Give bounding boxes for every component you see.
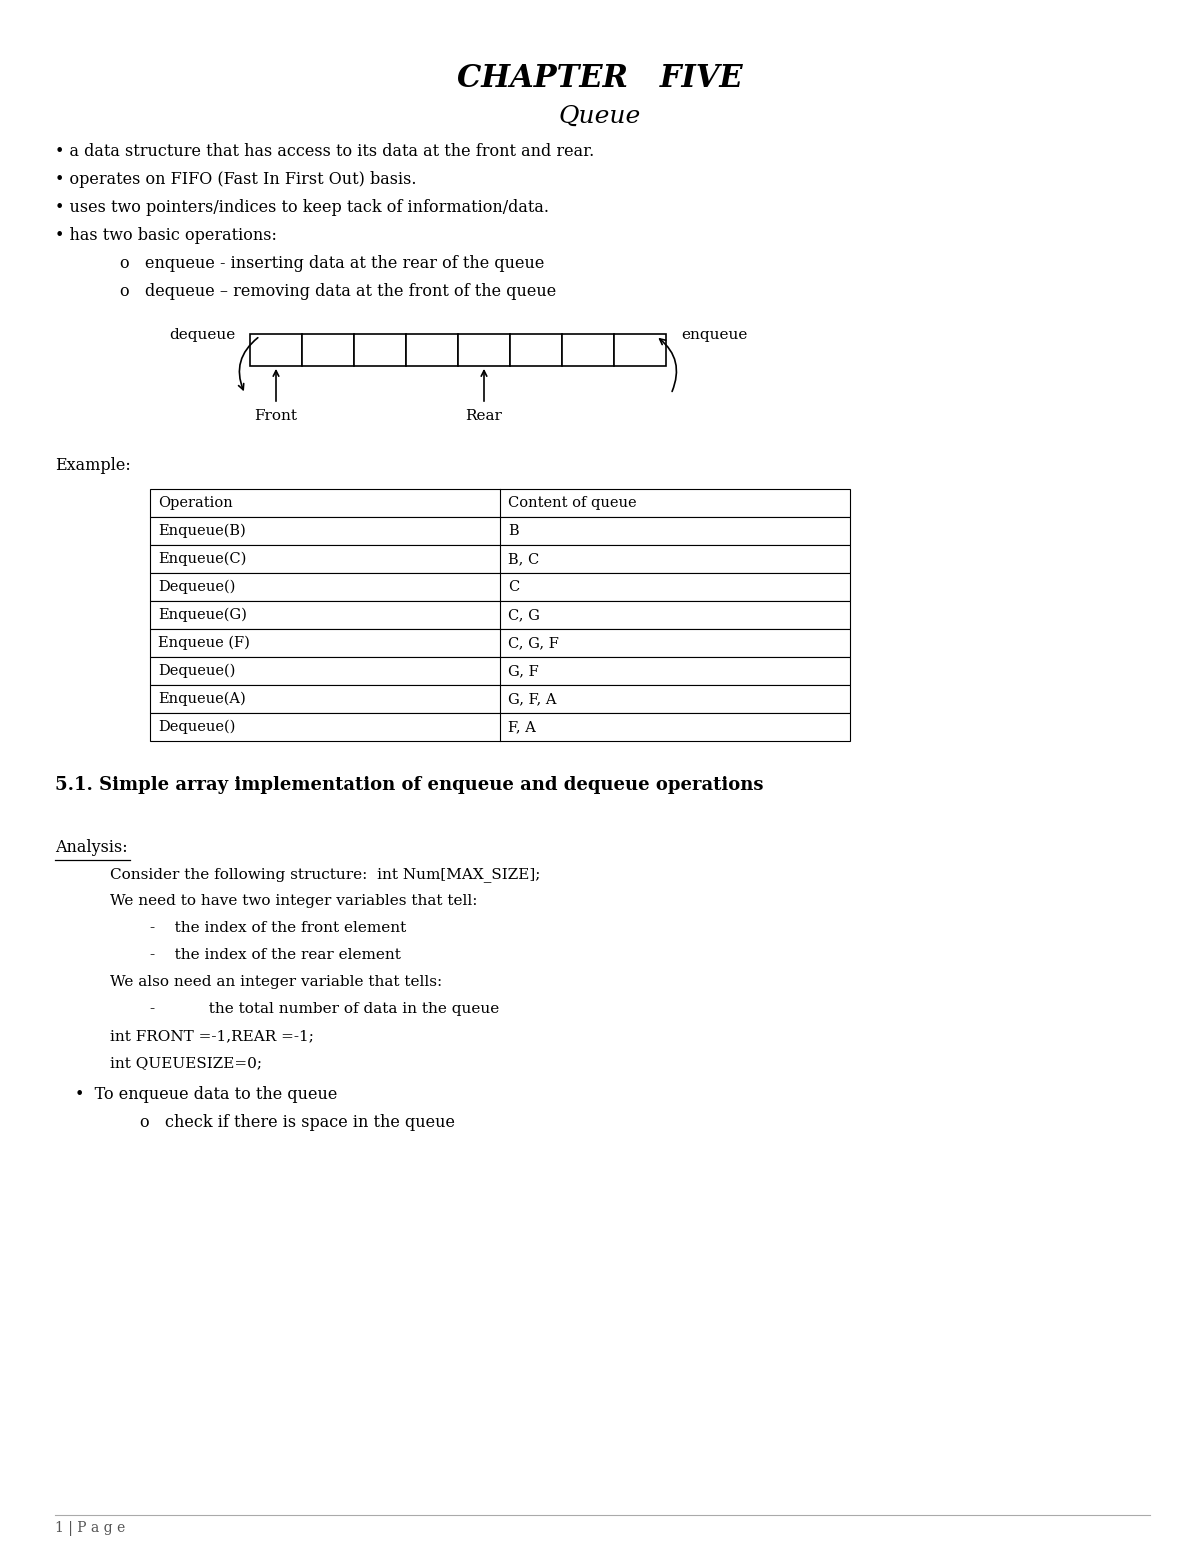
Text: Analysis:: Analysis: — [55, 839, 127, 856]
Text: • has two basic operations:: • has two basic operations: — [55, 227, 277, 244]
Text: 1 | P a g e: 1 | P a g e — [55, 1520, 125, 1536]
Text: -           the total number of data in the queue: - the total number of data in the queue — [150, 1002, 499, 1016]
Text: Enqueue(G): Enqueue(G) — [158, 607, 247, 623]
Text: CHAPTER   FIVE: CHAPTER FIVE — [457, 64, 743, 95]
Bar — [562, 334, 614, 367]
Bar — [150, 489, 850, 517]
Text: Consider the following structure:  int Num[MAX_SIZE];: Consider the following structure: int Nu… — [110, 867, 540, 882]
Text: Enqueue(C): Enqueue(C) — [158, 551, 246, 567]
Bar — [614, 334, 666, 367]
Bar — [354, 334, 406, 367]
Text: Enqueue(B): Enqueue(B) — [158, 523, 246, 539]
Text: Queue: Queue — [559, 106, 641, 127]
Text: Dequeue(): Dequeue() — [158, 579, 235, 595]
Text: B, C: B, C — [508, 551, 539, 565]
Text: G, F, A: G, F, A — [508, 693, 557, 707]
Text: enqueue: enqueue — [682, 328, 748, 342]
Text: • uses two pointers/indices to keep tack of information/data.: • uses two pointers/indices to keep tack… — [55, 199, 550, 216]
Bar — [150, 573, 850, 601]
Text: F, A: F, A — [508, 721, 536, 735]
Text: Front: Front — [254, 408, 298, 422]
Text: Example:: Example: — [55, 457, 131, 474]
Text: int QUEUESIZE=0;: int QUEUESIZE=0; — [110, 1056, 262, 1070]
Text: C, G: C, G — [508, 609, 540, 623]
Bar — [150, 713, 850, 741]
Text: o   check if there is space in the queue: o check if there is space in the queue — [140, 1114, 455, 1131]
Bar — [150, 545, 850, 573]
Bar — [458, 334, 510, 367]
Text: •  To enqueue data to the queue: • To enqueue data to the queue — [74, 1086, 337, 1103]
Bar — [150, 685, 850, 713]
Text: 5.1. Simple array implementation of enqueue and dequeue operations: 5.1. Simple array implementation of enqu… — [55, 776, 763, 794]
Text: • a data structure that has access to its data at the front and rear.: • a data structure that has access to it… — [55, 143, 594, 160]
Text: G, F: G, F — [508, 665, 539, 679]
Text: C: C — [508, 579, 520, 593]
Text: Dequeue(): Dequeue() — [158, 719, 235, 735]
Text: We also need an integer variable that tells:: We also need an integer variable that te… — [110, 975, 443, 989]
Text: Operation: Operation — [158, 495, 233, 509]
Text: We need to have two integer variables that tell:: We need to have two integer variables th… — [110, 895, 478, 909]
Text: dequeue: dequeue — [169, 328, 235, 342]
Text: Enqueue (F): Enqueue (F) — [158, 635, 250, 651]
Text: -    the index of the front element: - the index of the front element — [150, 921, 407, 935]
Text: Rear: Rear — [466, 408, 503, 422]
Text: Content of queue: Content of queue — [508, 495, 637, 509]
Text: B: B — [508, 523, 518, 537]
Text: • operates on FIFO (Fast In First Out) basis.: • operates on FIFO (Fast In First Out) b… — [55, 171, 416, 188]
Text: C, G, F: C, G, F — [508, 637, 559, 651]
Bar — [250, 334, 302, 367]
Bar — [406, 334, 458, 367]
Bar — [150, 629, 850, 657]
Text: int FRONT =-1,REAR =-1;: int FRONT =-1,REAR =-1; — [110, 1030, 314, 1044]
Text: -    the index of the rear element: - the index of the rear element — [150, 947, 401, 961]
Bar — [150, 601, 850, 629]
Bar — [150, 517, 850, 545]
Text: o   enqueue - inserting data at the rear of the queue: o enqueue - inserting data at the rear o… — [120, 255, 545, 272]
Bar — [302, 334, 354, 367]
Text: Enqueue(A): Enqueue(A) — [158, 691, 246, 707]
Bar — [150, 657, 850, 685]
Text: o   dequeue – removing data at the front of the queue: o dequeue – removing data at the front o… — [120, 283, 557, 300]
Bar — [510, 334, 562, 367]
Text: Dequeue(): Dequeue() — [158, 663, 235, 679]
